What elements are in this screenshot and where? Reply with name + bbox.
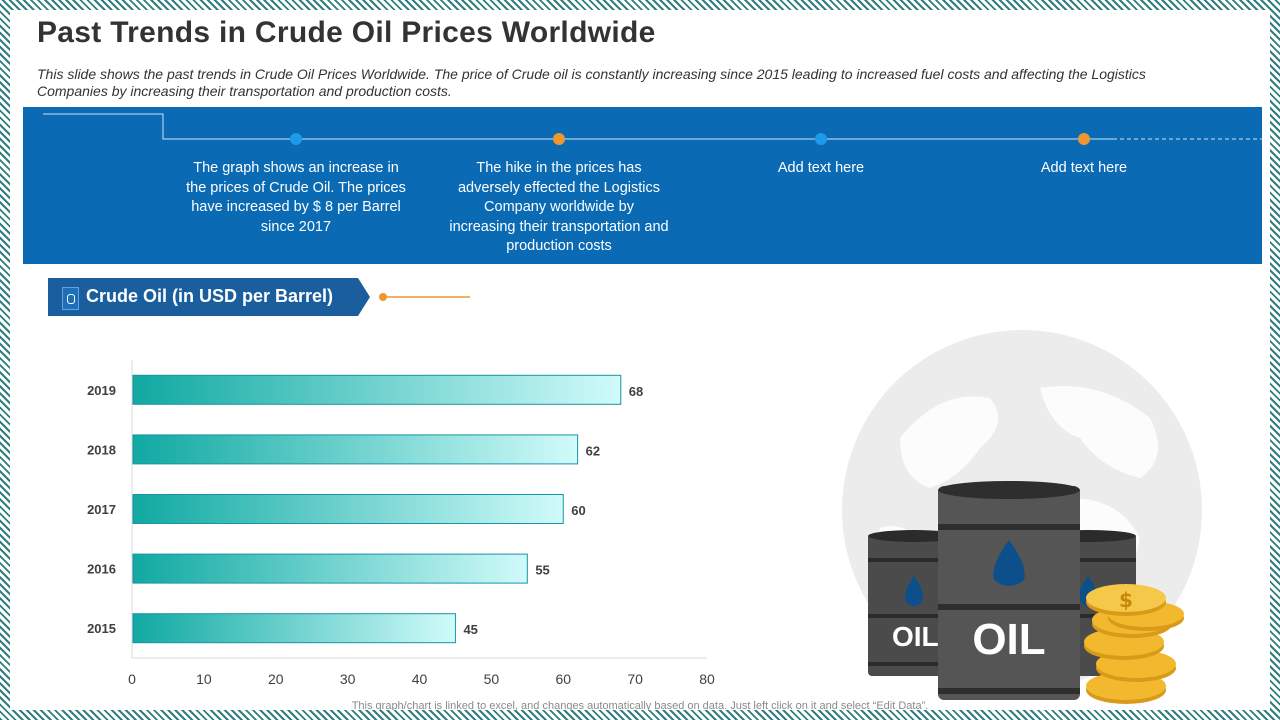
svg-text:$: $ xyxy=(1119,588,1133,612)
footnote: This graph/chart is linked to excel, and… xyxy=(351,700,929,710)
section-tag: Crude Oil (in USD per Barrel) xyxy=(48,278,370,316)
timeline-dot xyxy=(290,133,302,145)
data-label: 45 xyxy=(463,622,477,637)
oil-barrel-icon: OIL xyxy=(938,481,1080,700)
bar-chart: 2019 68 2018 62 2017 60 2016 55 2015 45 0 10 20 30 40 5… xyxy=(87,360,715,687)
x-tick-label: 50 xyxy=(484,671,500,687)
bar xyxy=(132,553,528,584)
slide-canvas: Past Trends in Crude Oil Prices Worldwid… xyxy=(10,10,1270,710)
x-tick-label: 30 xyxy=(340,671,356,687)
timeline-text: Add text here xyxy=(1040,160,1128,176)
coin-stack-icon: $ xyxy=(1084,584,1184,704)
oil-barrel-icon xyxy=(62,287,79,310)
section-title: Crude Oil (in USD per Barrel) xyxy=(86,286,334,306)
timeline-banner: The graph shows an increase in the price… xyxy=(23,107,1262,264)
data-label: 60 xyxy=(571,503,585,518)
timeline-dot xyxy=(553,133,565,145)
data-label: 68 xyxy=(629,384,643,399)
y-tick-label: 2018 xyxy=(87,442,116,457)
timeline-dot xyxy=(815,133,827,145)
timeline-text: The hike in the prices has adversely eff… xyxy=(449,160,669,254)
x-tick-label: 10 xyxy=(196,671,212,687)
y-tick-label: 2016 xyxy=(87,562,116,577)
page-title: Past Trends in Crude Oil Prices Worldwid… xyxy=(37,16,656,49)
oil-illustration: OIL OIL xyxy=(842,330,1202,704)
bar xyxy=(132,494,564,524)
oil-barrel-icon: OIL xyxy=(868,530,960,676)
x-tick-label: 80 xyxy=(699,671,715,687)
decorative-line xyxy=(379,293,470,301)
bar xyxy=(132,434,579,465)
timeline-text: The graph shows an increase in the price… xyxy=(186,160,406,235)
bar xyxy=(132,613,456,644)
x-tick-label: 20 xyxy=(268,671,284,687)
timeline-text: Add text here xyxy=(777,160,865,176)
svg-text:OIL: OIL xyxy=(972,615,1045,664)
x-tick-label: 40 xyxy=(412,671,428,687)
svg-text:OIL: OIL xyxy=(892,621,939,652)
bar xyxy=(132,374,622,405)
data-label: 62 xyxy=(586,443,600,458)
y-tick-label: 2015 xyxy=(87,621,116,636)
page-subtitle: This slide shows the past trends in Crud… xyxy=(37,66,1146,99)
section-tag-shape xyxy=(48,278,370,316)
x-tick-label: 60 xyxy=(555,671,571,687)
timeline-dot xyxy=(1078,133,1090,145)
data-label: 55 xyxy=(535,563,549,578)
x-tick-label: 0 xyxy=(128,671,136,687)
y-tick-label: 2017 xyxy=(87,502,116,517)
timeline-connector xyxy=(43,113,1262,145)
y-tick-label: 2019 xyxy=(87,383,116,398)
x-tick-label: 70 xyxy=(627,671,643,687)
